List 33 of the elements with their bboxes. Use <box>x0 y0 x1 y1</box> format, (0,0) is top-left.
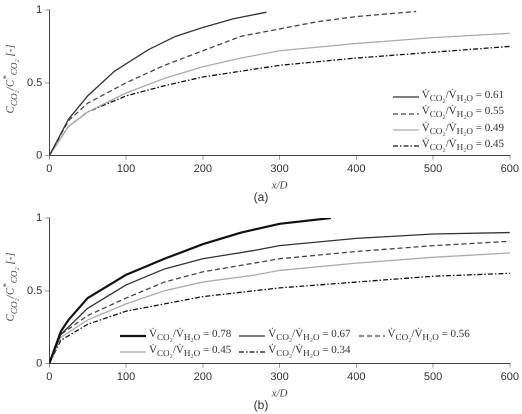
y-tick-label: 0.5 <box>26 76 42 89</box>
legend-label: V̇$_{CO₂}$/V̇$_{H₂O}$ = 0.56 <box>388 328 470 344</box>
y-tick-label: 0.5 <box>26 284 42 297</box>
x-tick-label: 500 <box>424 163 442 176</box>
x-axis-title: x/D <box>270 179 288 192</box>
legend-label: V̇$_{CO₂}$/V̇$_{H₂O}$ = 0.61 <box>422 89 504 104</box>
legend-label: V̇$_{CO₂}$/V̇$_{H₂O}$ = 0.45 <box>422 138 504 154</box>
y-tick-label: 1 <box>36 4 42 16</box>
y-tick-label: 1 <box>36 212 42 224</box>
x-tick-label: 100 <box>116 163 136 176</box>
legend-label: V̇$_{CO₂}$/V̇$_{H₂O}$ = 0.49 <box>422 122 504 138</box>
x-tick-label: 600 <box>500 371 520 384</box>
legend-label: V̇$_{CO₂}$/V̇$_{H₂O}$ = 0.55 <box>422 105 504 122</box>
y-tick-label: 0 <box>36 358 42 370</box>
x-tick-label: 300 <box>270 371 289 384</box>
text: (a) <box>252 190 270 204</box>
text: (b) <box>252 398 270 412</box>
x-tick-label: 200 <box>194 163 212 176</box>
y-tick-label: 0 <box>36 150 42 162</box>
x-axis-title: x/D <box>270 387 288 400</box>
legend-label: V̇$_{CO₂}$/V̇$_{H₂O}$ = 0.67 <box>268 328 351 344</box>
x-tick-label: 300 <box>270 163 289 176</box>
x-tick-label: 400 <box>347 163 366 176</box>
x-tick-label: 100 <box>116 371 136 384</box>
legend-label: V̇$_{CO₂}$/V̇$_{H₂O}$ = 0.45 <box>149 344 232 360</box>
x-tick-label: 500 <box>424 371 442 384</box>
legend-label: V̇$_{CO₂}$/V̇$_{H₂O}$ = 0.78 <box>149 328 232 344</box>
x-tick-label: 0 <box>46 371 52 384</box>
x-tick-label: 200 <box>194 371 212 384</box>
x-tick-label: 600 <box>500 163 520 176</box>
x-tick-label: 400 <box>347 371 366 384</box>
legend-label: V̇$_{CO₂}$/V̇$_{H₂O}$ = 0.34 <box>268 344 351 360</box>
x-tick-label: 0 <box>46 163 52 176</box>
